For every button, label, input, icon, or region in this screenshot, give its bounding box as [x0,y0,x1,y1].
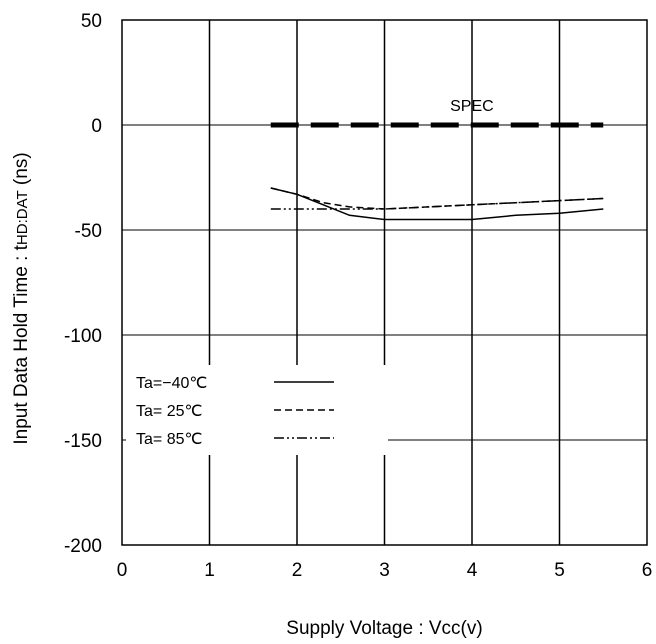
y-tick-label: 50 [81,11,102,32]
y-tick-label: -150 [64,431,102,452]
legend-label: Ta=−40℃ [136,375,207,392]
y-tick-label: -100 [64,326,102,347]
grid [122,20,647,545]
y-tick-labels: 50 0 -50 -100 -150 -200 [64,11,102,557]
legend-label: Ta= 85℃ [136,431,202,448]
y-axis-title-main: Input Data Hold Time : t [11,244,32,444]
y-axis-title-subscript: HD:DAT [14,190,31,245]
y-axis-title: Input Data Hold Time : tHD:DAT (ns) [11,152,32,444]
y-tick-label: -50 [75,221,102,242]
x-axis-title: Supply Voltage : Vcc(v) [286,618,482,639]
series-group [270,187,604,221]
series-line-1 [270,187,604,221]
plot-frame [121,19,648,546]
x-tick-labels: 0 1 2 3 4 5 6 [117,560,653,581]
legend-label: Ta= 25℃ [136,403,202,420]
y-axis-title-unit: (ns) [11,152,32,190]
legend: Ta=−40℃ Ta= 25℃ Ta= 85℃ [136,375,334,448]
x-tick-label: 2 [292,560,303,581]
y-tick-label: 0 [91,116,102,137]
x-tick-label: 5 [554,560,565,581]
x-tick-label: 1 [204,560,215,581]
x-tick-label: 3 [379,560,390,581]
x-tick-label: 0 [117,560,128,581]
spec-label: SPEC [450,98,494,115]
x-tick-label: 6 [642,560,653,581]
legend-background [126,365,388,455]
series-line-3 [270,197,604,210]
y-tick-label: -200 [64,536,102,557]
x-tick-label: 4 [467,560,478,581]
